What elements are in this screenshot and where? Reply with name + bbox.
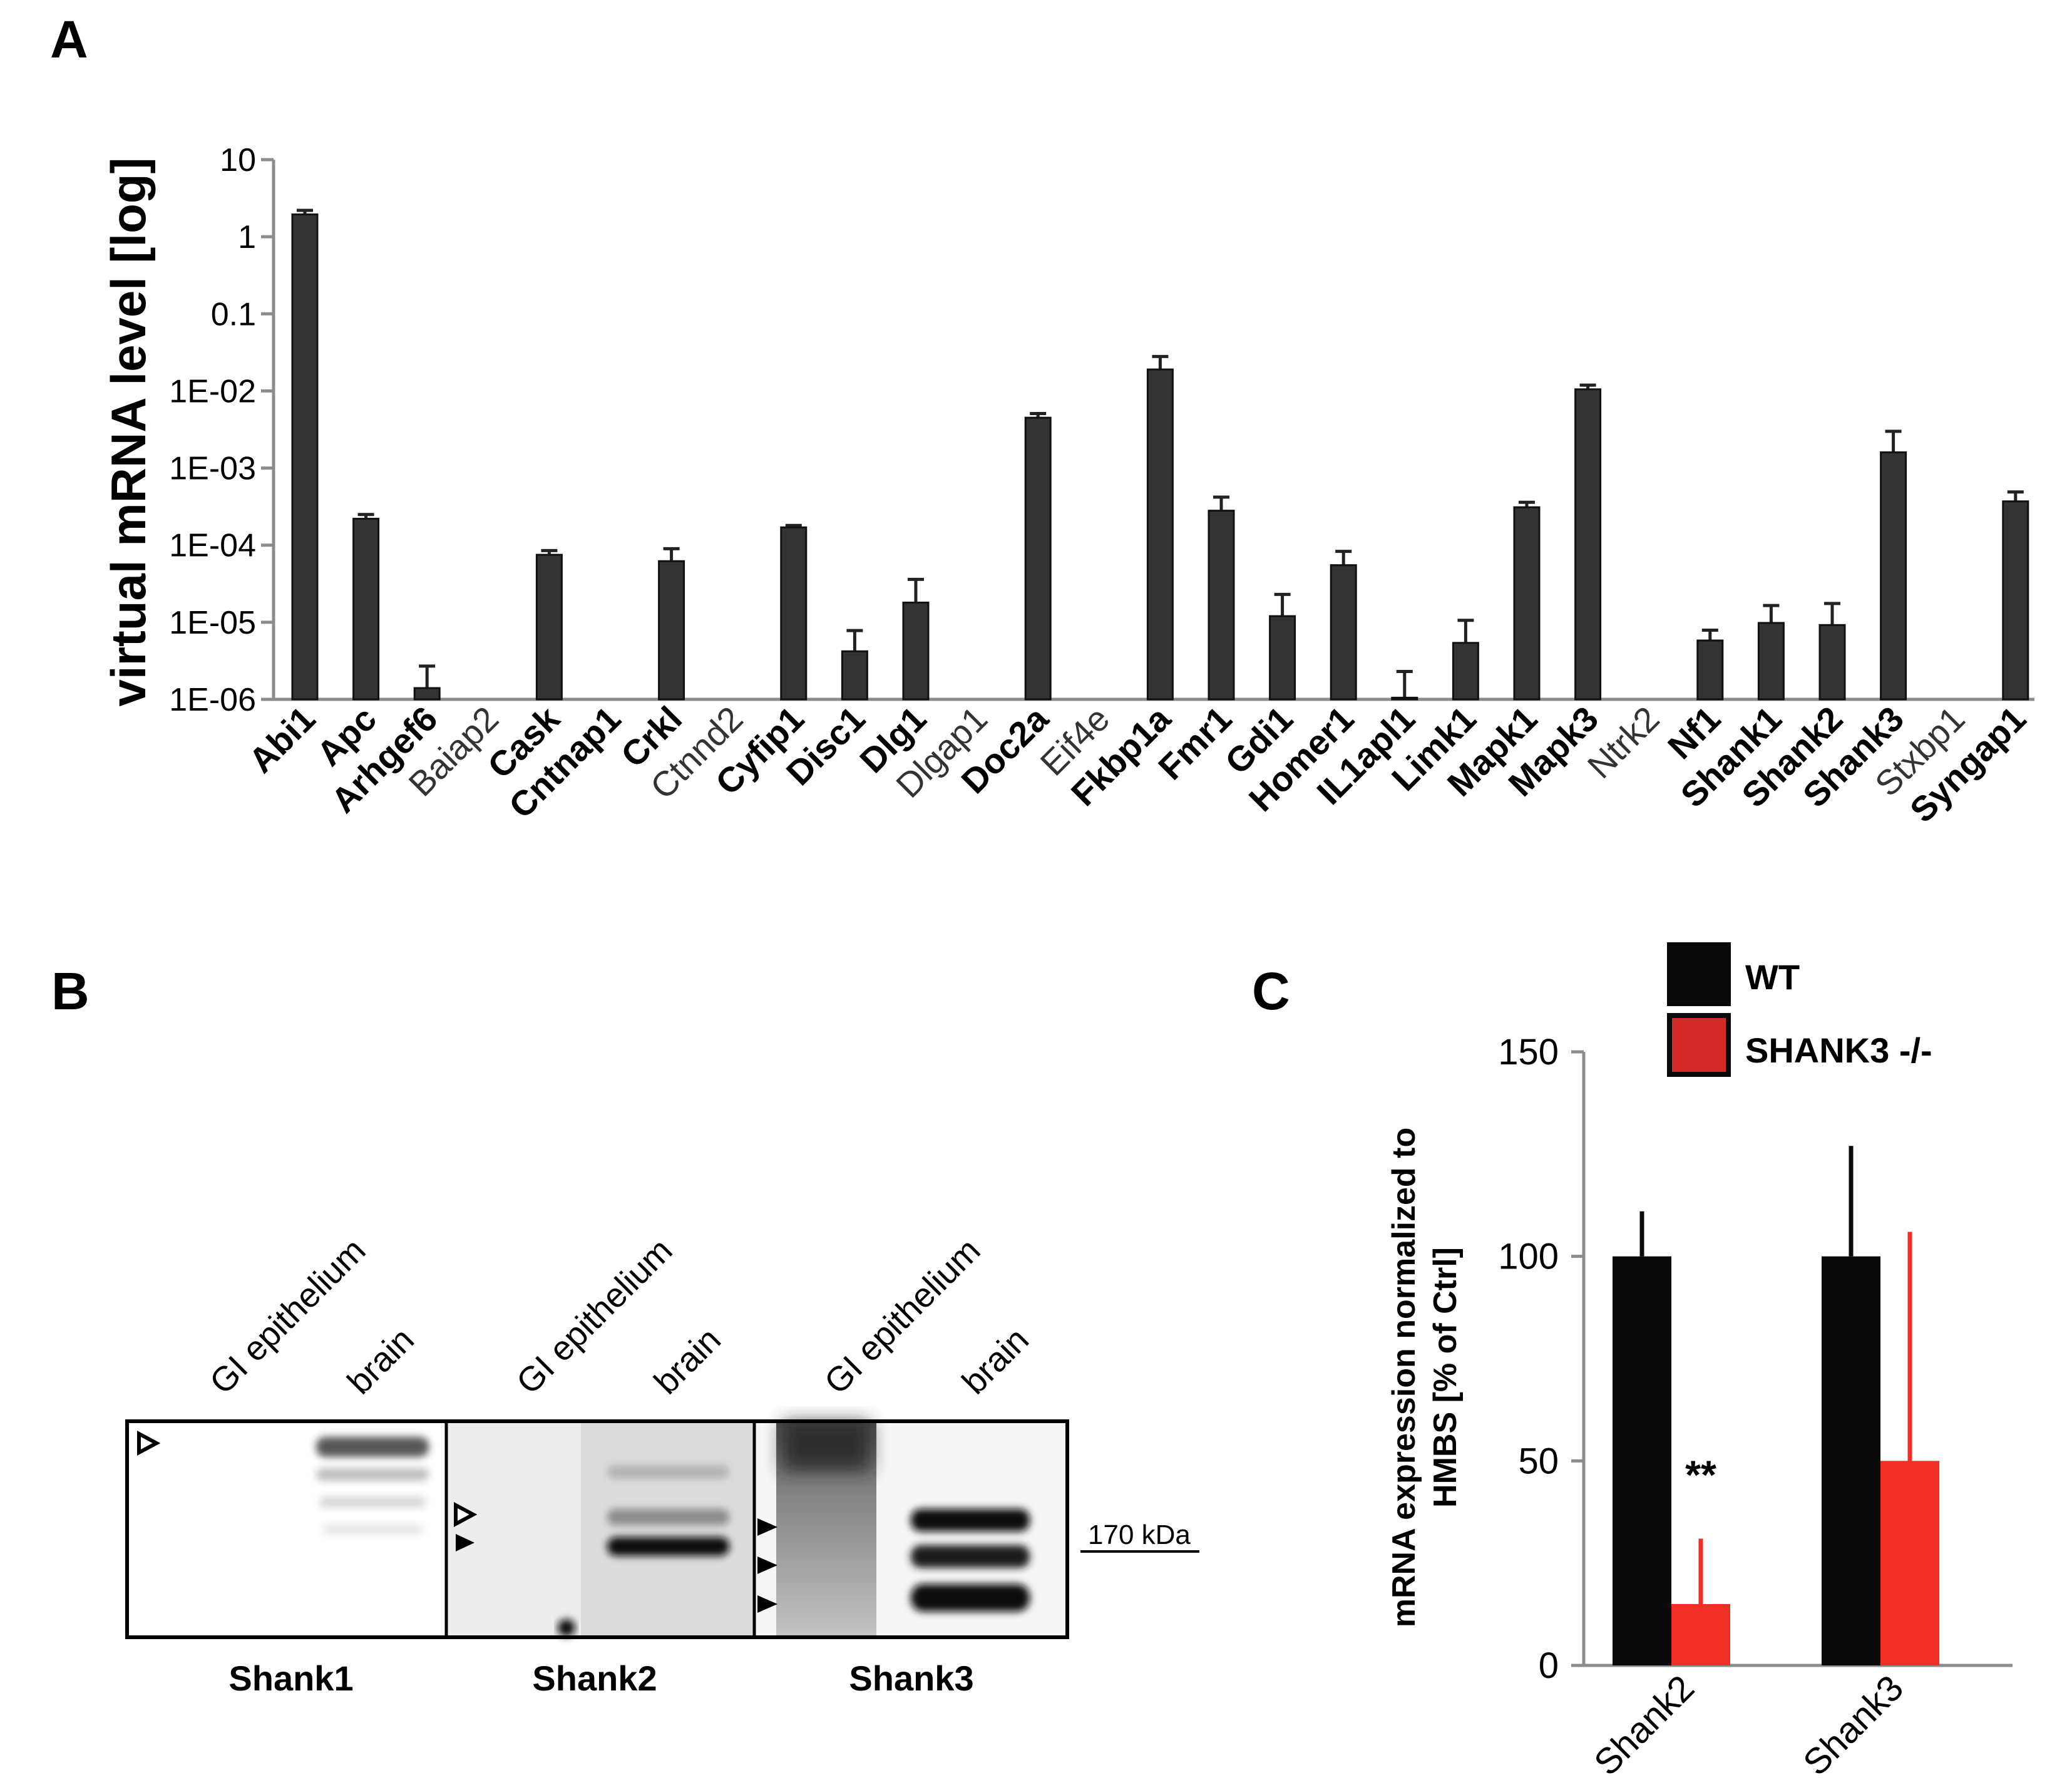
panel-letter-b: B bbox=[51, 962, 90, 1021]
panel-c-x-label: Shank3 bbox=[1795, 1667, 1911, 1783]
panel-c-y-tick-label: 50 bbox=[1518, 1441, 1559, 1481]
panel-c-y-tick-label: 0 bbox=[1539, 1645, 1559, 1686]
panel-a-bar bbox=[1391, 696, 1418, 701]
panel-a-x-label: Ntrk2 bbox=[1580, 699, 1667, 786]
legend-label-shank3-ko: SHANK3 -/- bbox=[1745, 1031, 1932, 1070]
panel-a-bar bbox=[2002, 500, 2029, 701]
panel-a-y-tick-label: 10 bbox=[220, 142, 256, 178]
panel-a-bar bbox=[841, 650, 868, 701]
blot-lane-labels: GI epithelium brain GI epithelium brain … bbox=[202, 1231, 1036, 1402]
panel-a-bar bbox=[1208, 510, 1235, 701]
panel-a-x-labels: Abi1ApcArhgef6Baiap2CaskCntnap1CrklCtnnd… bbox=[241, 698, 2033, 830]
lane-label-brain-1: brain bbox=[340, 1320, 421, 1401]
legend-swatch-shank3-ko bbox=[1667, 1013, 1731, 1077]
significance-annotation: ** bbox=[1685, 1452, 1716, 1497]
panel-a-y-tick-label: 1E-02 bbox=[169, 373, 256, 409]
arrowhead-open-shank2 bbox=[454, 1501, 478, 1528]
lane-label-brain-3: brain bbox=[955, 1320, 1036, 1401]
panel-a-bar bbox=[1146, 368, 1174, 701]
blot-image-shank1 bbox=[127, 1421, 446, 1637]
blot-name-shank1: Shank1 bbox=[228, 1659, 353, 1698]
panel-a-bar bbox=[658, 560, 685, 701]
arrowhead-filled-shank3-2 bbox=[757, 1556, 777, 1574]
panel-a-y-tick-label: 1E-04 bbox=[169, 528, 256, 564]
panel-a-bar bbox=[352, 518, 380, 701]
panel-a-bar bbox=[1513, 506, 1541, 701]
arrowhead-open-shank1 bbox=[137, 1430, 161, 1456]
panel-a-y-tick-label: 1E-03 bbox=[169, 451, 256, 487]
arrowhead-filled-shank3-3 bbox=[757, 1595, 777, 1613]
panel-a-bar bbox=[1880, 451, 1907, 701]
panel-c-bar bbox=[1880, 1461, 1939, 1665]
panel-a-bar bbox=[1452, 642, 1479, 701]
blot-image-shank3 bbox=[754, 1421, 1067, 1637]
panel-a-bar bbox=[1696, 639, 1724, 701]
panel-a-bar bbox=[1330, 564, 1357, 701]
panel-c-bar bbox=[1613, 1256, 1671, 1665]
panel-c-y-axis-label-line1: mRNA expression normalized to bbox=[1386, 1128, 1422, 1627]
panel-a-bars bbox=[291, 208, 2029, 701]
panel-a-bar bbox=[1818, 624, 1846, 701]
marker-170kda-label: 170 kDa bbox=[1088, 1520, 1191, 1550]
panel-a-bar bbox=[535, 553, 563, 701]
panel-a-y-tick-label: 0.1 bbox=[211, 296, 256, 332]
panel-a-bar bbox=[1574, 388, 1602, 701]
panel-c-x-label: Shank2 bbox=[1586, 1667, 1702, 1783]
blot-name-shank2: Shank2 bbox=[532, 1659, 657, 1698]
panel-a-x-label: Fmr1 bbox=[1151, 699, 1239, 787]
blot-image-shank2 bbox=[446, 1421, 754, 1637]
legend-swatch-wt bbox=[1667, 942, 1731, 1006]
panel-a-bar bbox=[780, 526, 808, 701]
panel-letter-a: A bbox=[50, 10, 88, 69]
panel-c-y-ticks: 0 50 100 150 bbox=[1498, 1032, 1584, 1686]
panel-a-bar bbox=[291, 213, 319, 701]
panel-c-y-axis-label-line2: HMBS [% of Ctrl] bbox=[1427, 1247, 1464, 1508]
panel-c-bar bbox=[1671, 1604, 1730, 1665]
panel-a-y-tick-label: 1E-06 bbox=[169, 682, 256, 718]
arrowhead-filled-shank2 bbox=[456, 1534, 474, 1551]
panel-c-bar bbox=[1822, 1256, 1880, 1665]
panel-c-x-labels: Shank2 Shank3 bbox=[1586, 1667, 1911, 1783]
panel-c-y-tick-label: 150 bbox=[1498, 1032, 1559, 1073]
panel-c-y-tick-label: 100 bbox=[1498, 1237, 1559, 1277]
panel-a-y-tick-label: 1E-05 bbox=[169, 605, 256, 641]
legend-label-wt: WT bbox=[1745, 957, 1800, 997]
panel-a-bar bbox=[1269, 615, 1296, 701]
lane-label-brain-2: brain bbox=[647, 1320, 728, 1401]
arrowhead-filled-shank3-1 bbox=[757, 1518, 777, 1536]
panel-a-y-ticks: 10 1 0.1 1E-02 1E-03 1E-04 1E-05 1E-06 bbox=[169, 142, 274, 718]
blot-name-shank3: Shank3 bbox=[849, 1659, 973, 1698]
panel-a-y-axis-label: virtual mRNA level [log] bbox=[101, 158, 156, 707]
panel-a-bar bbox=[1024, 416, 1052, 701]
blot-frame bbox=[125, 1419, 1069, 1639]
panel-a-bar bbox=[902, 601, 930, 701]
panel-letter-c: C bbox=[1252, 962, 1290, 1021]
panel-c-bars bbox=[1613, 1146, 1939, 1665]
panel-a-bar bbox=[413, 687, 441, 701]
panel-c-legend: WT SHANK3 -/- bbox=[1667, 942, 1932, 1077]
panel-a-bar bbox=[1757, 622, 1785, 701]
panel-a-y-tick-label: 1 bbox=[238, 219, 256, 255]
